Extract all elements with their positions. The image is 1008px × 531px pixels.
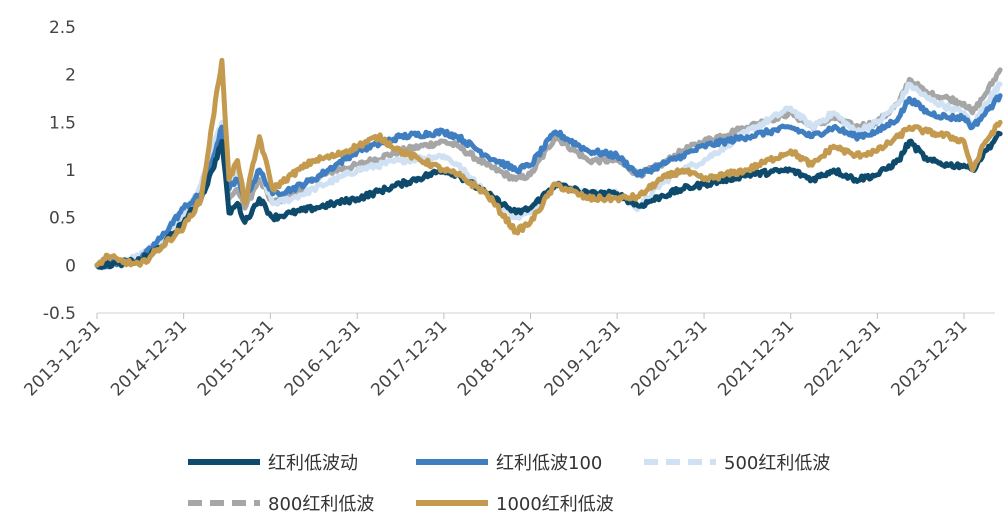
x-tick-label: 2023-12-31 (888, 316, 972, 400)
y-tick-label: 0 (65, 256, 76, 276)
y-tick-label: -0.5 (43, 304, 76, 324)
x-tick-label: 2019-12-31 (541, 316, 625, 400)
x-tick-label: 2022-12-31 (801, 316, 885, 400)
legend-label: 800红利低波 (268, 494, 374, 515)
x-tick-label: 2013-12-31 (21, 316, 105, 400)
y-tick-label: 1 (65, 161, 76, 181)
legend-label: 1000红利低波 (496, 494, 614, 515)
y-tick-label: 2 (65, 66, 76, 86)
x-tick-label: 2017-12-31 (367, 316, 451, 400)
x-tick-label: 2021-12-31 (714, 316, 798, 400)
y-tick-label: 0.5 (49, 209, 76, 229)
x-tick-label: 2015-12-31 (194, 316, 278, 400)
x-tick-label: 2016-12-31 (281, 316, 365, 400)
legend-label: 红利低波100 (496, 453, 602, 474)
y-tick-label: 1.5 (49, 113, 76, 133)
y-tick-label: 2.5 (49, 18, 76, 38)
x-tick-label: 2014-12-31 (107, 316, 191, 400)
legend-label: 红利低波动 (268, 453, 358, 474)
series-line-4 (94, 57, 1003, 268)
x-tick-label: 2018-12-31 (454, 316, 538, 400)
x-tick-label: 2020-12-31 (628, 316, 712, 400)
legend-label: 500红利低波 (724, 453, 830, 474)
